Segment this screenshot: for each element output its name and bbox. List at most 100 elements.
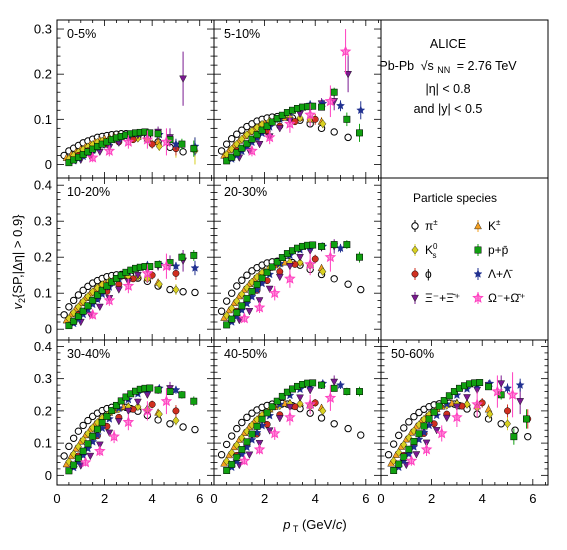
marker-proton <box>233 149 241 157</box>
marker-proton <box>103 282 111 290</box>
marker-lambda <box>503 383 513 393</box>
marker-pion <box>79 286 87 295</box>
marker-pion <box>233 424 241 433</box>
marker-pion <box>400 424 408 432</box>
marker-omega <box>86 308 99 320</box>
marker-proton <box>98 286 106 294</box>
marker-kshort <box>155 279 163 289</box>
marker-kshort <box>319 119 327 129</box>
marker-kshort <box>410 426 418 436</box>
legend-entry-xi: Ξ⁻+Ξ̄⁺ <box>411 291 460 305</box>
marker-xi <box>286 263 294 271</box>
marker-xi <box>344 71 352 79</box>
marker-pion <box>222 140 231 148</box>
marker-proton <box>330 88 338 96</box>
y-tick-label: 0.2 <box>34 67 52 82</box>
marker-proton <box>425 415 433 423</box>
y-tick-label: 0.1 <box>34 436 52 451</box>
marker-pion <box>179 423 187 431</box>
marker-proton <box>70 461 78 469</box>
marker-pion <box>191 288 199 297</box>
marker-proton <box>268 263 276 271</box>
marker-proton <box>258 126 266 134</box>
marker-proton <box>400 453 408 461</box>
marker-proton <box>415 430 423 438</box>
info-system: Pb-Pb √s NN = 2.76 TeV <box>379 59 517 76</box>
marker-xi <box>463 394 471 402</box>
centrality-label: 0-5% <box>67 27 96 41</box>
marker-proton <box>253 281 261 289</box>
marker-pion <box>228 135 236 143</box>
y-tick-label: 0.2 <box>34 403 52 418</box>
marker-omega <box>420 443 433 455</box>
marker-pion <box>395 431 403 440</box>
marker-proton <box>268 403 276 411</box>
marker-pion <box>344 133 352 142</box>
marker-omega <box>268 427 281 439</box>
marker-pion <box>330 275 338 283</box>
marker-proton <box>243 140 251 148</box>
marker-pion <box>238 418 246 427</box>
marker-kshort <box>233 296 241 306</box>
marker-omega <box>141 267 154 279</box>
marker-proton <box>253 422 261 430</box>
marker-proton <box>166 388 174 396</box>
marker-proton <box>113 401 120 409</box>
info-panel: ALICE Pb-Pb √s NN = 2.76 TeV |η| < 0.8 a… <box>379 37 517 116</box>
x-tick-label: 0 <box>210 491 217 506</box>
marker-proton <box>318 381 325 389</box>
marker-omega <box>339 45 352 57</box>
marker-kshort <box>223 311 231 320</box>
marker-proton <box>65 322 73 330</box>
legend-marker-omega <box>472 291 484 303</box>
marker-pion <box>79 421 87 430</box>
marker-lambda <box>515 380 525 389</box>
marker-omega <box>238 454 251 466</box>
marker-phi <box>276 268 284 276</box>
marker-pion <box>243 413 251 422</box>
marker-pion <box>317 414 326 422</box>
marker-pion <box>74 291 83 299</box>
marker-omega <box>284 272 296 284</box>
marker-pion <box>154 416 162 424</box>
marker-pion <box>166 420 174 428</box>
legend-label: π± <box>425 218 438 233</box>
marker-phi <box>148 140 156 148</box>
marker-xi <box>245 308 254 316</box>
marker-proton <box>238 144 246 152</box>
legend-label: K± <box>488 218 501 233</box>
y-tick-label: 0 <box>45 322 52 337</box>
series-omega <box>238 242 337 324</box>
marker-lambda <box>336 380 346 389</box>
marker-pion <box>248 267 256 275</box>
series-omega <box>86 253 173 320</box>
marker-pion <box>166 285 174 294</box>
legend: Particle species π± K± K0 s p+p̄ ϕ Λ+Λ̄ Ξ⁻+Ξ̄⁺ Ω… <box>411 191 526 305</box>
marker-kshort <box>243 130 251 139</box>
marker-kshort <box>248 277 256 287</box>
marker-proton <box>223 157 231 165</box>
marker-proton <box>178 140 186 148</box>
legend-entry-kaon: K± <box>474 218 501 233</box>
y-tick-label: 0.3 <box>34 214 52 229</box>
legend-entry-proton: p+p̄ <box>474 243 509 257</box>
marker-proton <box>278 254 286 262</box>
marker-xi <box>255 141 264 149</box>
marker-omega <box>238 312 251 324</box>
marker-proton <box>146 384 154 392</box>
marker-proton <box>497 391 505 399</box>
marker-xi <box>265 285 274 294</box>
marker-pion <box>248 409 256 417</box>
marker-proton <box>146 263 154 271</box>
legend-entries: π± K± K0 s p+p̄ ϕ Λ+Λ̄ Ξ⁻+Ξ̄⁺ Ω⁻+Ω̄⁺ <box>411 218 526 305</box>
marker-proton <box>74 312 82 320</box>
marker-proton <box>178 391 186 399</box>
marker-kshort <box>223 456 231 466</box>
marker-kshort <box>405 433 413 442</box>
marker-kshort <box>243 283 251 293</box>
series-proton <box>65 128 198 167</box>
marker-omega <box>263 131 276 143</box>
marker-proton <box>318 242 325 250</box>
series-proton <box>223 87 363 165</box>
legend-marker-lambda <box>473 269 483 278</box>
